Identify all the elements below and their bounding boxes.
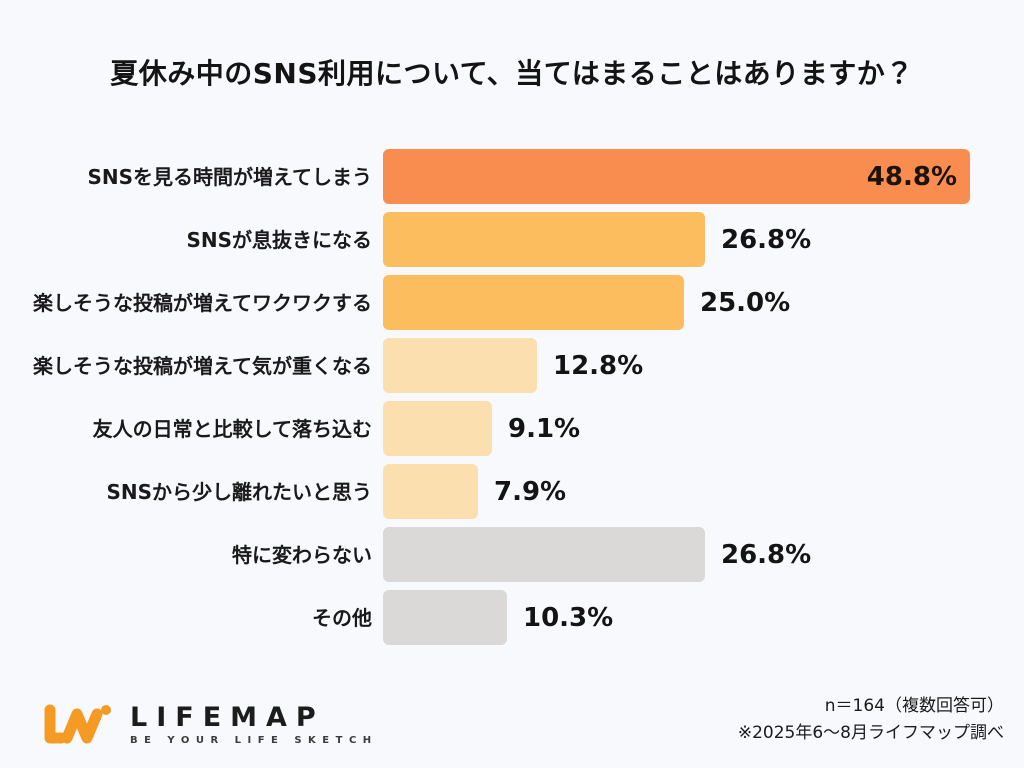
category-label: SNSが息抜きになる (186, 227, 372, 252)
chart-row: SNSから少し離れたいと思う 7.9% (0, 464, 1024, 519)
category-label: SNSを見る時間が増えてしまう (87, 164, 372, 189)
survey-notes: n＝164（複数回答可） ※2025年6〜8月ライフマップ調べ (738, 693, 1004, 746)
survey-source-note: ※2025年6〜8月ライフマップ調べ (737, 722, 1004, 743)
bar (383, 527, 705, 582)
bar (383, 338, 537, 393)
logo-tagline: BE YOUR LIFE SKETCH (130, 735, 378, 746)
bar-track: 26.8% (383, 212, 1024, 267)
chart-title: 夏休み中のSNS利用について、当てはまることはありますか？ (110, 57, 914, 90)
category-label: その他 (312, 605, 372, 630)
category-label: SNSから少し離れたいと思う (106, 479, 372, 504)
footer: LIFEMAP BE YOUR LIFE SKETCH n＝164（複数回答可）… (0, 692, 1024, 754)
category-label: 楽しそうな投稿が増えてワクワクする (33, 290, 372, 315)
bar-chart: SNSを見る時間が増えてしまう 48.8% SNSが息抜きになる 26.8% 楽しそうな… (0, 149, 1024, 653)
value-label: 48.8% (866, 161, 957, 192)
value-label: 9.1% (508, 413, 581, 444)
bar (383, 590, 507, 645)
value-label: 26.8% (721, 539, 812, 570)
bar-track: 10.3% (383, 590, 1024, 645)
value-label: 25.0% (700, 287, 791, 318)
bar (383, 464, 478, 519)
chart-row: 特に変わらない 26.8% (0, 527, 1024, 582)
category-label: 特に変わらない (232, 542, 372, 567)
chart-row: SNSが息抜きになる 26.8% (0, 212, 1024, 267)
logo-wordmark: LIFEMAP (130, 702, 325, 733)
value-label: 7.9% (494, 476, 567, 507)
bar: 48.8% (383, 149, 970, 204)
category-label: 楽しそうな投稿が増えて気が重くなる (33, 353, 372, 378)
bar-track: 7.9% (383, 464, 1024, 519)
value-label: 10.3% (523, 602, 614, 633)
lifemap-logo-icon (44, 704, 111, 744)
bar (383, 401, 492, 456)
chart-row: 友人の日常と比較して落ち込む 9.1% (0, 401, 1024, 456)
bar-track: 26.8% (383, 527, 1024, 582)
chart-row: その他 10.3% (0, 590, 1024, 645)
value-label: 12.8% (553, 350, 644, 381)
bar-track: 12.8% (383, 338, 1024, 393)
lifemap-logo-text: LIFEMAP BE YOUR LIFE SKETCH (130, 704, 378, 746)
lifemap-logo: LIFEMAP BE YOUR LIFE SKETCH (40, 700, 378, 750)
bar-track: 48.8% (383, 149, 1024, 204)
bar (383, 212, 705, 267)
value-label: 26.8% (721, 224, 812, 255)
bar (383, 275, 684, 330)
chart-row: SNSを見る時間が増えてしまう 48.8% (0, 149, 1024, 204)
category-label: 友人の日常と比較して落ち込む (92, 416, 372, 441)
sample-size-note: n＝164（複数回答可） (824, 696, 1004, 717)
bar-track: 9.1% (383, 401, 1024, 456)
chart-row: 楽しそうな投稿が増えて気が重くなる 12.8% (0, 338, 1024, 393)
chart-row: 楽しそうな投稿が増えてワクワクする 25.0% (0, 275, 1024, 330)
bar-track: 25.0% (383, 275, 1024, 330)
